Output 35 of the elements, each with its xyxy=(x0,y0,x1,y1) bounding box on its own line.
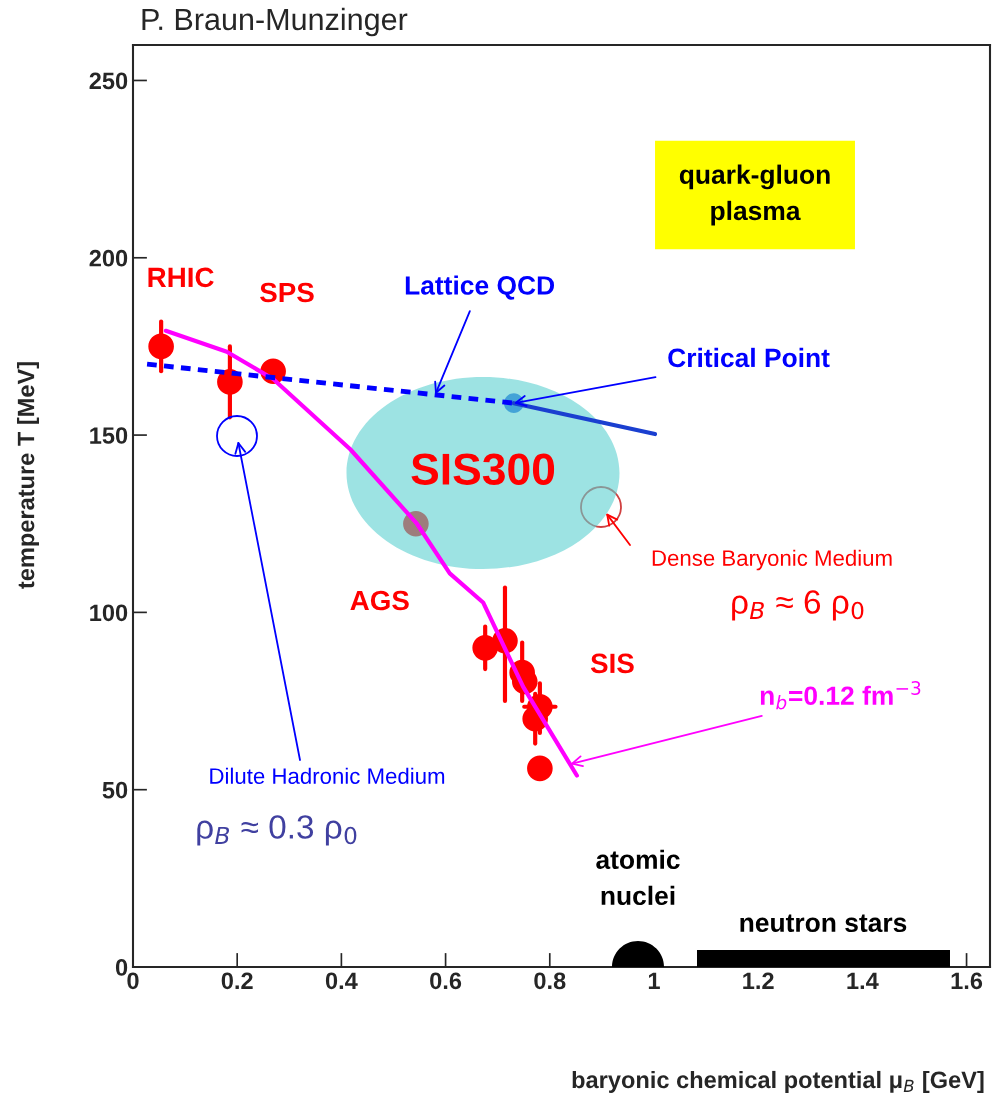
y-axis-title: temperature T [MeV] xyxy=(17,362,40,589)
x-tick-label: 1 xyxy=(648,972,660,989)
annotation: SPS xyxy=(260,282,314,303)
x-tick-label: 1.4 xyxy=(847,972,879,989)
annotation: AGS xyxy=(350,590,409,611)
annotation: ρ$_{B}$ ≈ 6 ρ$_{0}$ xyxy=(732,590,864,621)
x-tick-label: 1.2 xyxy=(743,972,774,989)
y-tick-label: 50 xyxy=(102,781,128,799)
x-tick-label: 0.4 xyxy=(325,972,358,990)
annotation: n$_{b}$=0.12 fm$^{−3}$ xyxy=(760,681,921,710)
x-tick-label: 0.2 xyxy=(221,972,253,990)
annotation: Critical Point xyxy=(668,347,830,368)
annotation: SIS xyxy=(590,653,634,674)
annotation: quark-gluon plasma xyxy=(679,164,830,226)
y-tick-label: 0 xyxy=(115,959,128,976)
annotation: RHIC xyxy=(148,267,214,288)
x-tick-label: 0 xyxy=(127,972,139,990)
chart-title: P. Braun-Munzinger xyxy=(142,7,408,37)
point xyxy=(527,755,553,782)
annotation: atomic nuclei xyxy=(596,849,680,906)
annotation: Dilute Hadronic Medium xyxy=(210,767,445,784)
y-tick-label: 100 xyxy=(90,604,128,622)
annotation: Lattice QCD xyxy=(405,275,555,300)
x-tick-label: 1.6 xyxy=(951,972,983,990)
point xyxy=(148,333,174,360)
x-tick-label: 0.8 xyxy=(534,972,566,990)
annotation: SIS300 xyxy=(411,453,555,485)
annotation: Dense Baryonic Medium xyxy=(652,549,892,571)
annotation: neutron stars xyxy=(740,914,907,933)
y-tick-label: 250 xyxy=(89,72,128,90)
y-tick-label: 150 xyxy=(90,427,128,444)
x-tick-label: 0.6 xyxy=(430,972,462,990)
annotation: ρ$_{B}$ ≈ 0.3 ρ$_{0}$ xyxy=(197,815,357,846)
x-axis-title: baryonic chemical potential μ$_{B}$ [GeV] xyxy=(572,1070,984,1093)
y-tick-label: 200 xyxy=(89,249,128,267)
